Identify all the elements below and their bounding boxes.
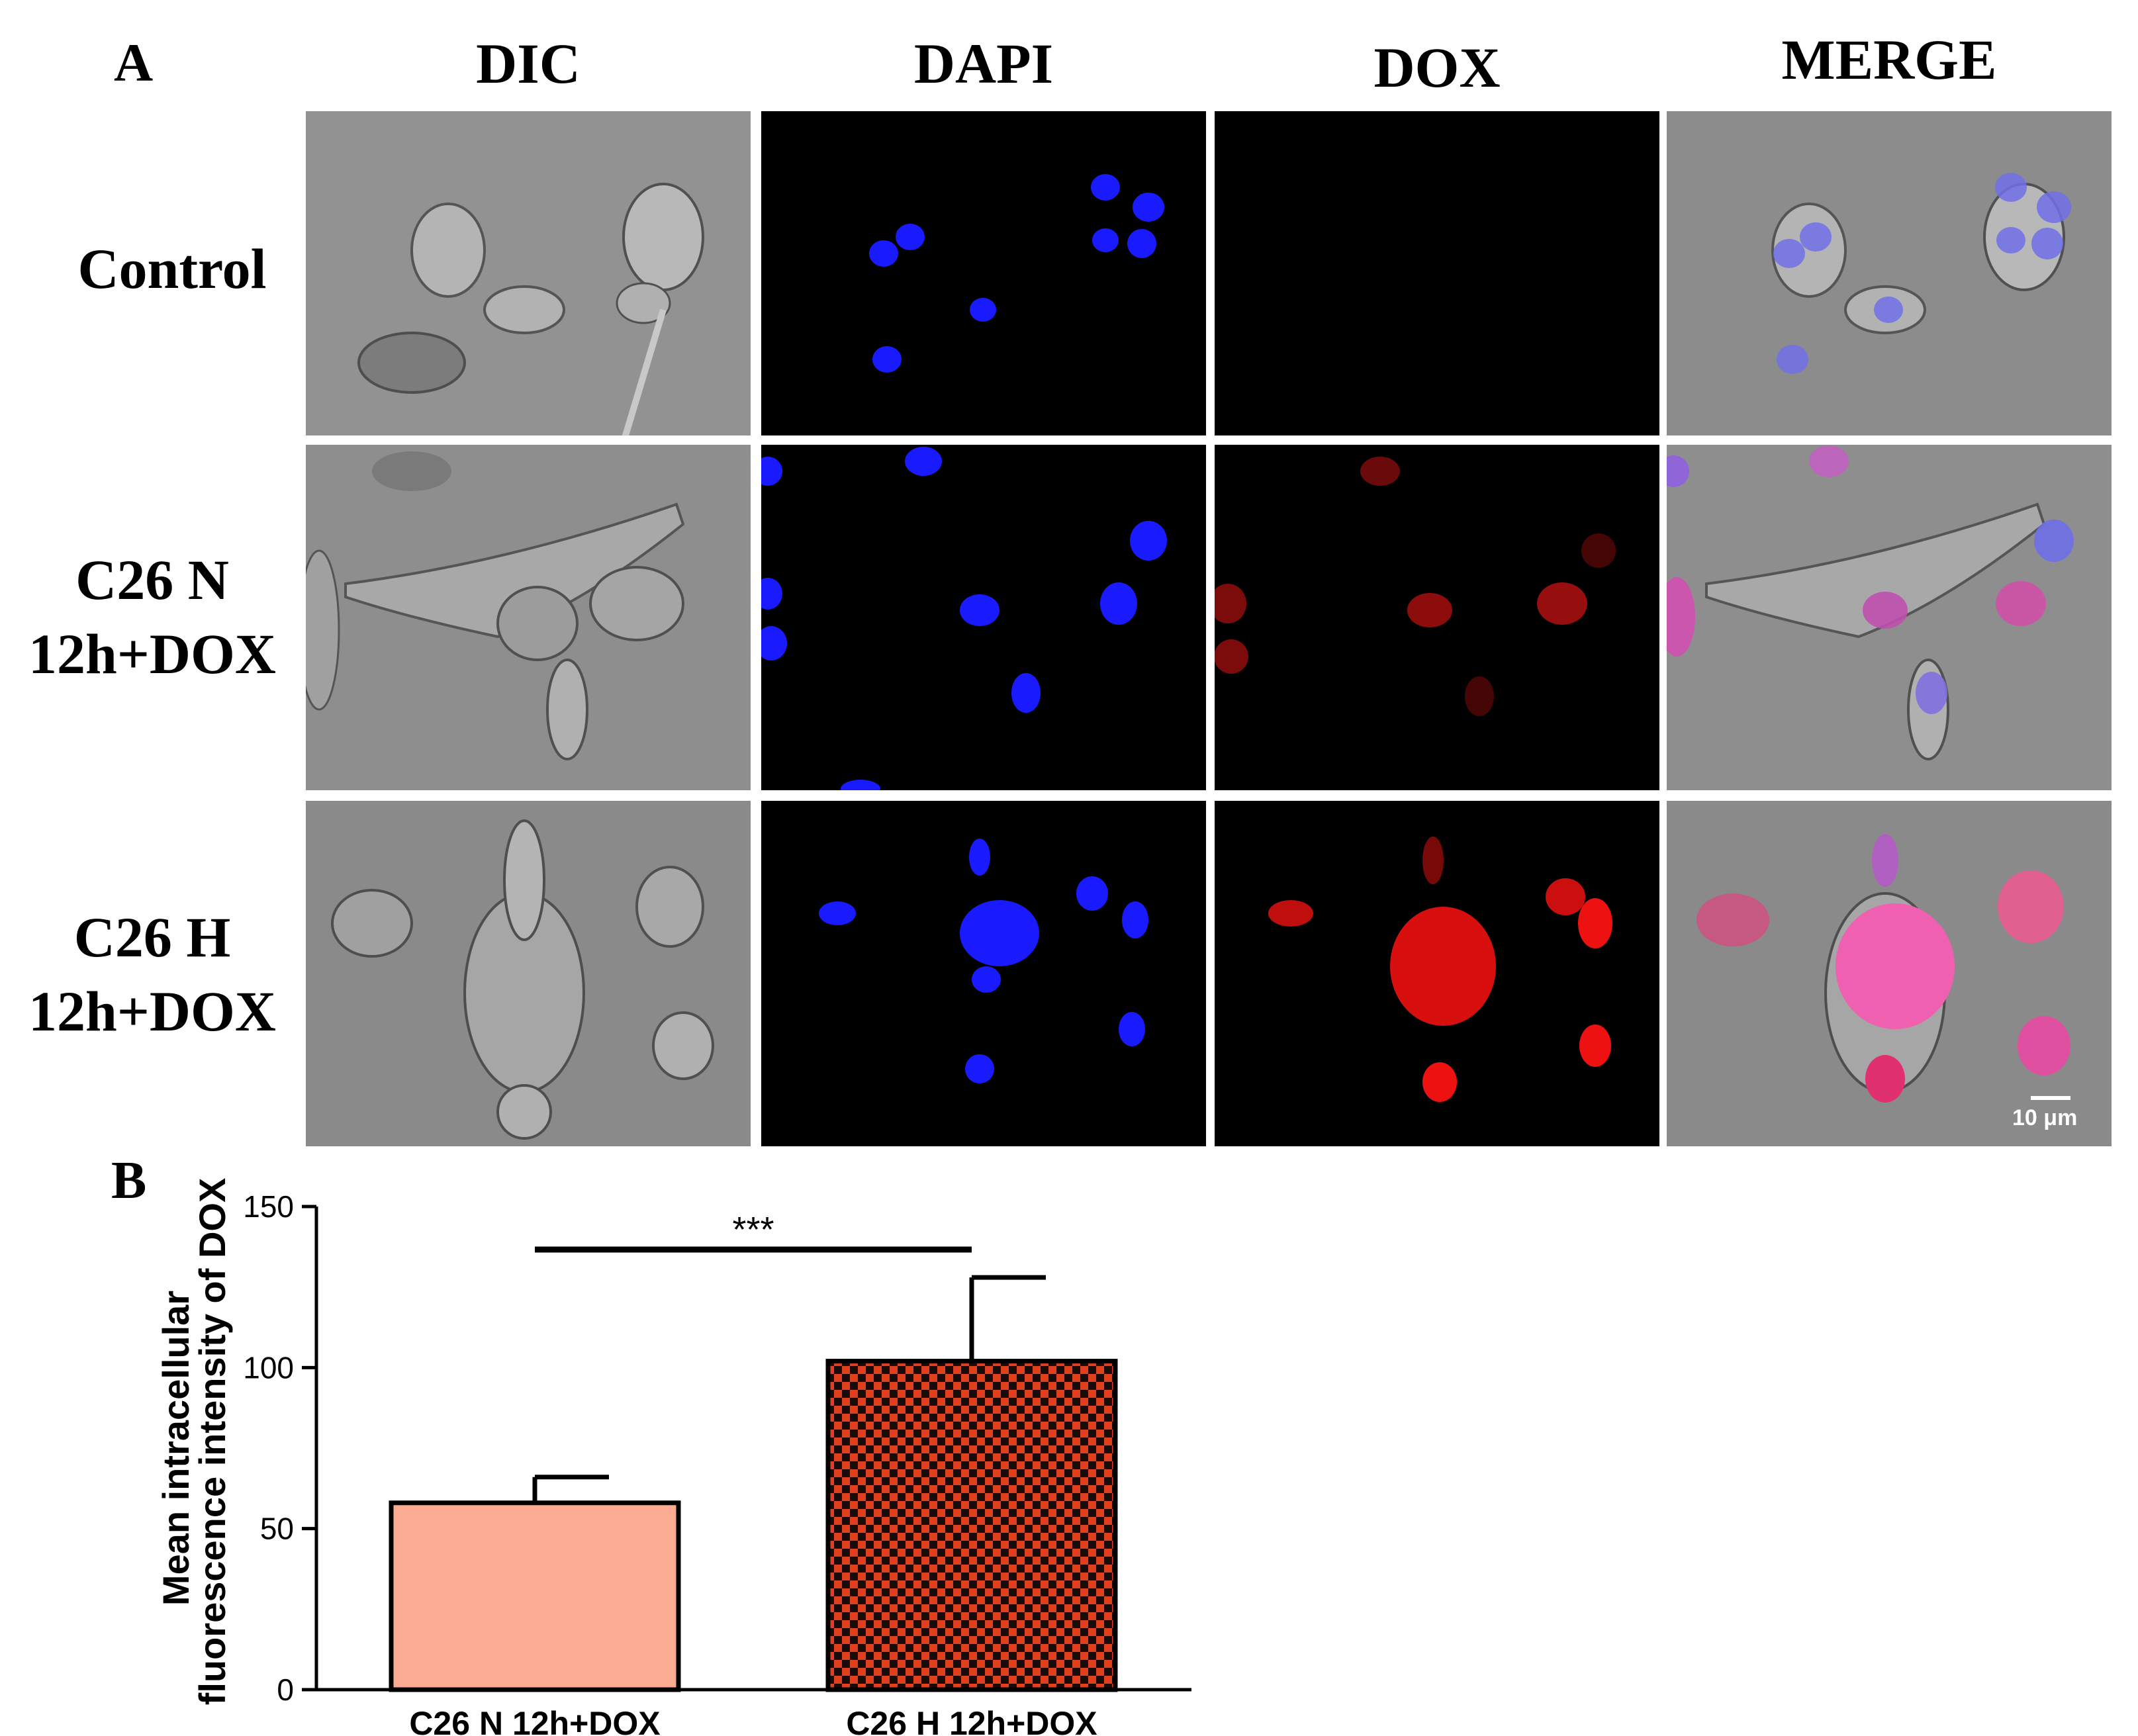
column-header-merge: MERGE — [1781, 28, 1997, 91]
panel-a-letter: A — [114, 32, 154, 93]
panel-b-letter: B — [111, 1152, 146, 1210]
y-axis-label-line2: fluorescence intensity of DOX — [191, 1178, 233, 1706]
significance-annotation: *** — [535, 1210, 972, 1253]
row-label-c26n: C26 N 12h+DOX — [28, 548, 276, 686]
column-header-dox: DOX — [1373, 36, 1501, 99]
bars — [389, 1359, 1118, 1692]
micrograph-c26h-dic — [306, 801, 751, 1146]
y-tick-label: 150 — [243, 1189, 294, 1224]
significance-label: *** — [732, 1210, 774, 1250]
column-header-dapi: DAPI — [913, 32, 1054, 95]
bar-1 — [389, 1500, 681, 1692]
x-axis-ticks: C26 N 12h+DOX C26 H 12h+DOX — [409, 1705, 1097, 1736]
micrograph-control-dapi — [761, 111, 1206, 435]
row-label-control: Control — [77, 237, 267, 300]
y-tick-label: 0 — [277, 1672, 294, 1707]
micrograph-c26n-dapi — [761, 445, 1206, 790]
column-header-dic: DIC — [476, 32, 581, 95]
y-axis-ticks: 0 50 100 150 — [243, 1189, 316, 1707]
row-label-c26h: C26 H 12h+DOX — [28, 905, 276, 1043]
micrograph-c26n-dic — [306, 445, 751, 790]
micrograph-c26h-merge: 10 μm — [1667, 801, 2112, 1146]
micrograph-c26h-dapi — [761, 801, 1206, 1146]
x-tick-label-1: C26 N 12h+DOX — [409, 1705, 660, 1736]
x-tick-label-2: C26 H 12h+DOX — [846, 1705, 1097, 1736]
scale-bar — [2031, 1096, 2070, 1100]
micrograph-control-merge — [1667, 111, 2112, 435]
y-tick-label: 100 — [243, 1350, 294, 1385]
micrograph-c26h-dox — [1215, 801, 1659, 1146]
micrograph-control-dic — [306, 111, 751, 435]
bar-2 — [825, 1359, 1118, 1692]
micrograph-control-dox — [1215, 111, 1659, 435]
y-axis-label-line1: Mean intracellular — [155, 1291, 197, 1606]
error-bars — [532, 1275, 1046, 1503]
micrograph-c26n-dox — [1215, 445, 1659, 790]
y-tick-label: 50 — [260, 1512, 294, 1546]
micrograph-c26n-merge — [1667, 445, 2112, 790]
scale-bar-label: 10 μm — [2012, 1105, 2078, 1130]
